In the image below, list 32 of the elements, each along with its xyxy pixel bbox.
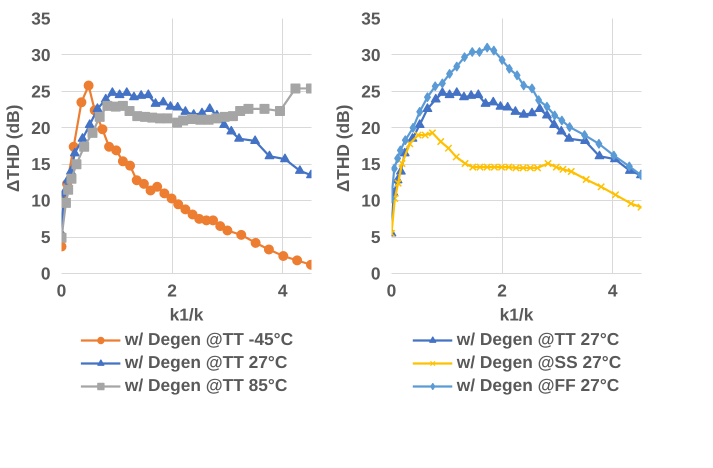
legend-label: w/ Degen @TT 27°C <box>124 352 288 373</box>
y-tick-label: 0 <box>40 264 51 284</box>
y-axis-title: ΔTHD (dB) <box>333 104 354 192</box>
y-tick-label: 25 <box>361 81 381 102</box>
y-tick-label: 20 <box>31 118 51 138</box>
y-tick-label: 15 <box>361 154 381 174</box>
y-tick-label: 35 <box>31 8 51 28</box>
legend-label: w/ Degen @TT 27°C <box>456 329 620 350</box>
legend-label: w/ Degen @SS 27°C <box>456 352 622 373</box>
y-tick-label: 35 <box>361 8 381 28</box>
x-axis-title: k1/k <box>500 304 534 324</box>
x-tick-label: 0 <box>386 280 396 300</box>
legend-label: w/ Degen @TT -45°C <box>124 329 294 350</box>
x-tick-label: 4 <box>278 280 288 300</box>
y-tick-label: 20 <box>361 118 381 138</box>
y-tick-label: 5 <box>40 227 51 248</box>
legend-label: w/ Degen @FF 27°C <box>456 375 620 396</box>
y-tick-label: 30 <box>31 44 51 65</box>
legend-label: w/ Degen @TT 85°C <box>124 375 288 396</box>
x-tick-label: 2 <box>497 280 507 300</box>
y-tick-label: 10 <box>361 190 381 211</box>
y-tick-label: 25 <box>31 81 51 102</box>
x-tick-label: 4 <box>608 280 618 300</box>
y-tick-label: 0 <box>370 264 381 284</box>
x-tick-label: 2 <box>167 280 177 300</box>
y-tick-label: 5 <box>370 227 381 248</box>
y-tick-label: 30 <box>361 44 381 65</box>
x-axis-title: k1/k <box>170 304 204 324</box>
y-tick-label: 10 <box>31 190 51 211</box>
y-tick-label: 15 <box>31 154 51 174</box>
y-axis-title: ΔTHD (dB) <box>3 104 24 192</box>
x-tick-label: 0 <box>56 280 66 300</box>
